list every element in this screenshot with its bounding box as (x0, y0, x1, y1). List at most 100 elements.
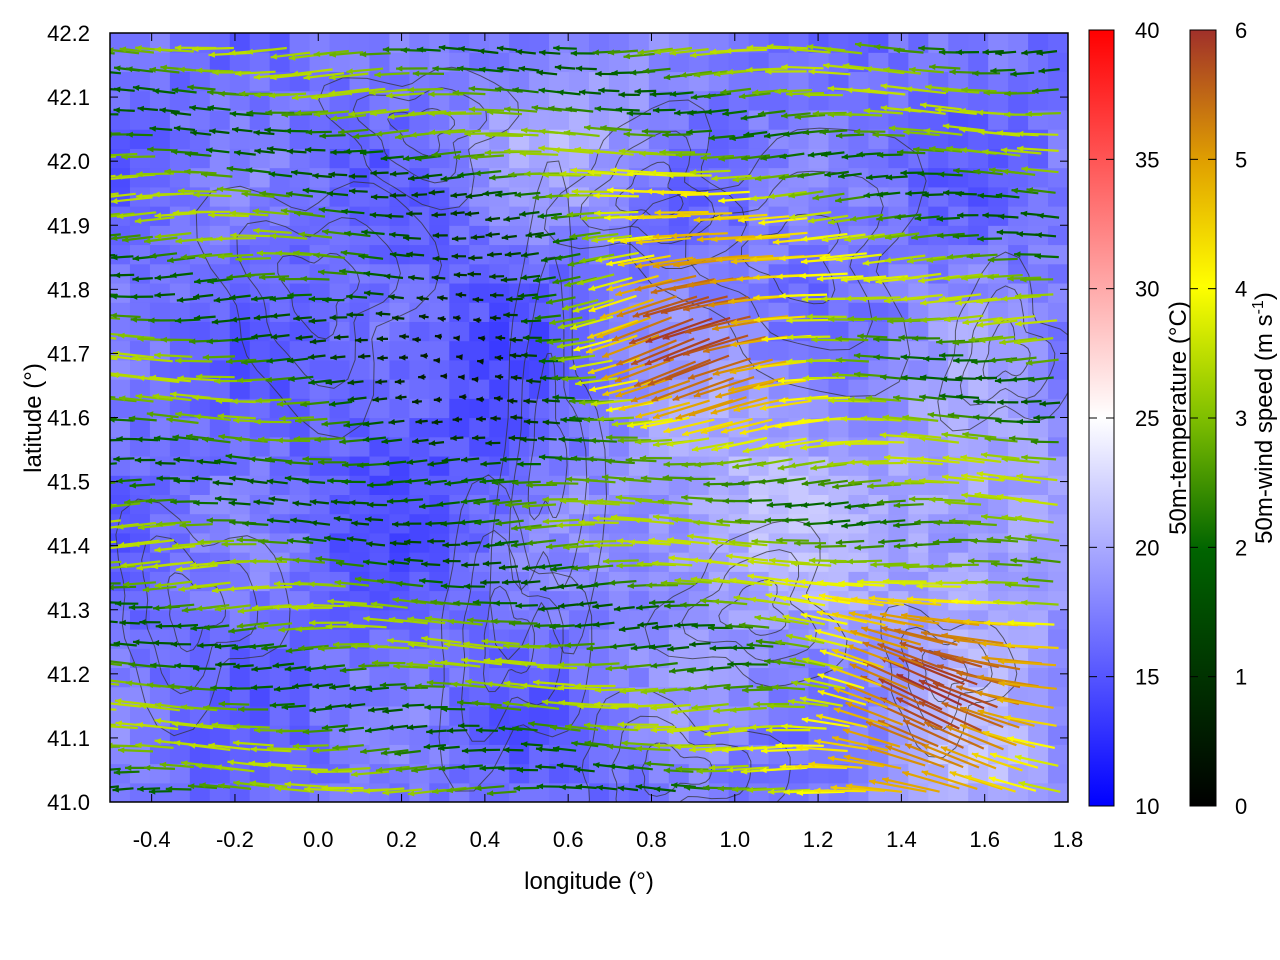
temperature-cell (1028, 725, 1049, 745)
temperature-cell (589, 129, 610, 149)
temperature-cell (908, 398, 929, 419)
temperature-cell (1048, 359, 1068, 380)
temperature-cell (848, 763, 870, 784)
temperature-cell (988, 225, 1009, 246)
wind-vector-head (693, 519, 700, 526)
wind-vector-head (951, 598, 958, 605)
wind-vector-head (911, 335, 919, 342)
wind-vector (642, 296, 710, 318)
wind-vector (590, 398, 634, 406)
temperature-cell (1048, 52, 1068, 73)
wind-vector-head (575, 380, 582, 387)
wind-vector-head (113, 769, 121, 776)
wind-vector-head (536, 746, 543, 753)
temperature-cell (808, 744, 830, 765)
wind-vector-head (627, 188, 634, 195)
temperature-cell (389, 725, 410, 745)
temperature-cell (788, 705, 810, 726)
temperature-cell (469, 398, 490, 419)
wind-vector-head (738, 622, 746, 629)
temperature-cell (409, 225, 430, 246)
wind-vector (778, 439, 824, 448)
wind-vector-head (561, 375, 569, 382)
wind-vector-head (229, 294, 236, 301)
wind-vector-head (254, 418, 261, 425)
wind-vector-head (565, 476, 573, 483)
temperature-cell (489, 379, 510, 399)
wind-vector-head (101, 677, 108, 683)
temperature-cell (110, 379, 131, 399)
wind-vector-head (190, 625, 197, 632)
wind-vector-head (358, 662, 365, 669)
wind-vector-head (309, 338, 317, 345)
temperature-cell (808, 379, 830, 399)
temperature-cell (1048, 782, 1068, 802)
temperature-cell (369, 33, 391, 53)
wind-vector (137, 376, 180, 384)
wind-vector-head (508, 620, 516, 627)
wind-vector-head (231, 398, 238, 405)
wind-vector-head (270, 312, 278, 319)
temperature-cell (489, 340, 510, 361)
wind-vector-head (308, 295, 315, 302)
temperature-cell (1008, 90, 1029, 111)
wind-vector-head (590, 400, 598, 407)
wind-vector-head (388, 616, 396, 623)
temperature-cell (748, 148, 770, 169)
temperature-cell (529, 398, 550, 419)
wind-vector-head (861, 626, 869, 633)
wind-vector (557, 686, 600, 691)
wind-vector (714, 213, 768, 220)
wind-vector-head (137, 524, 145, 531)
temperature-cell (908, 532, 929, 553)
temperature-cell (808, 225, 830, 246)
wind-vector-head (550, 724, 557, 731)
wind-vector-head (492, 500, 500, 506)
wind-vector-head (893, 522, 900, 529)
wind-vector (785, 634, 825, 645)
temperature-cell (549, 244, 570, 265)
wind-vector-head (453, 271, 461, 278)
wind-vector-head (838, 580, 845, 587)
temperature-cell (1028, 282, 1049, 303)
wind-vector-head (154, 212, 162, 219)
wind-vector-head (868, 595, 876, 602)
wind-vector-head (503, 642, 510, 649)
wind-vector-head (828, 397, 835, 404)
wind-vector-head (1039, 400, 1046, 407)
wind-vector-head (602, 390, 610, 397)
temperature-cell (668, 628, 690, 649)
temperature-cell (329, 186, 351, 207)
temperature-cell (928, 167, 949, 188)
temperature-cell (409, 186, 430, 207)
wind-vector (558, 701, 600, 707)
wind-vector (382, 788, 423, 795)
wind-vector-head (941, 431, 949, 438)
temperature-cell (1008, 648, 1029, 669)
temperature-cell (369, 782, 391, 802)
wind-vector-head (576, 279, 584, 286)
wind-vector-head (807, 217, 815, 224)
wind-vector-head (563, 544, 570, 551)
wind-vector-head (832, 596, 839, 603)
temperature-cell (529, 455, 550, 476)
wind-vector-head (389, 192, 397, 199)
wind-vector-head (120, 562, 128, 569)
wind-vector-head (564, 281, 572, 288)
wind-vector-head (442, 558, 450, 565)
temperature-cell (389, 379, 410, 399)
wind-vector-head (78, 195, 85, 201)
wind-vector-head (437, 315, 445, 322)
temperature-cell (249, 705, 271, 726)
wind-vector-head (137, 335, 144, 342)
wind-vector-head (766, 501, 774, 508)
temperature-cell (129, 705, 151, 726)
wind-vector-head (865, 395, 873, 402)
wind-vector-head (167, 257, 174, 264)
wind-vector-head (348, 173, 355, 180)
wind-vector-head (135, 742, 142, 749)
wind-vector (819, 252, 867, 260)
wind-vector (860, 626, 922, 646)
temperature-cell (409, 744, 430, 765)
temperature-cell (928, 340, 949, 361)
